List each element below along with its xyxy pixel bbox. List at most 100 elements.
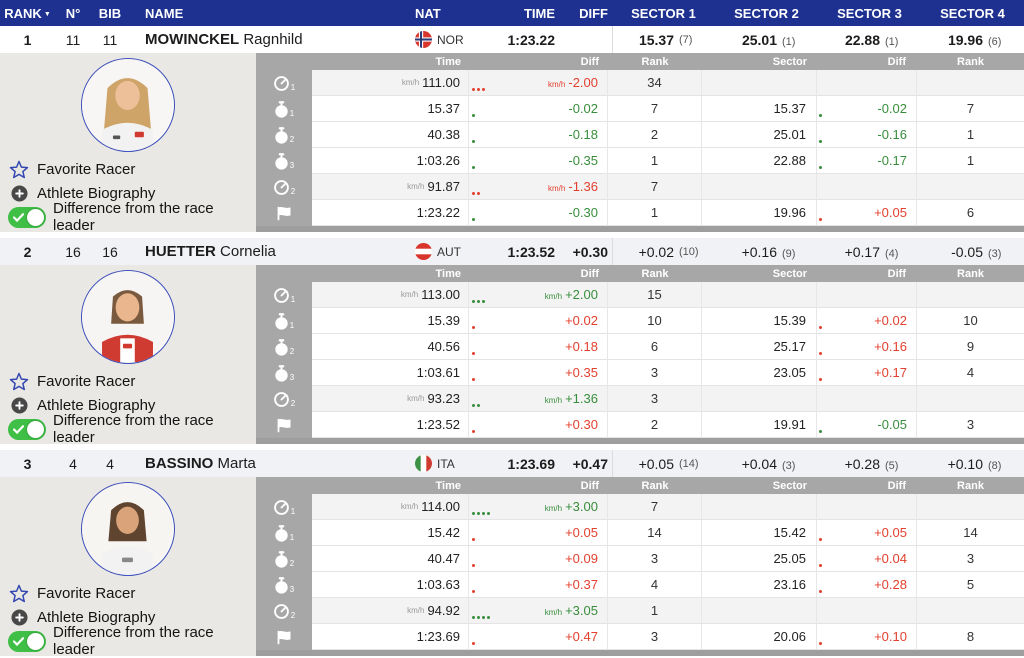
first-name: Marta <box>217 455 256 472</box>
header-diff[interactable]: DIFF <box>579 5 608 21</box>
panel-header-diff: Diff <box>580 55 599 68</box>
header-bib[interactable]: BIB <box>98 5 122 21</box>
diff-indicator-dots <box>469 590 495 597</box>
nationality: NOR <box>415 31 470 48</box>
athlete-biography-button[interactable]: Athlete Biography <box>0 605 256 629</box>
racer-summary-row[interactable]: 3 4 4 BASSINO Marta ITA 1:23.69 +0.47 +0… <box>0 450 1024 477</box>
icon-subscript: 1 <box>290 83 296 92</box>
sector-rank-cell: 1 <box>917 148 1024 174</box>
header-sector-4[interactable]: SECTOR 4 <box>940 5 1005 21</box>
time-value: 113.00 <box>421 287 460 302</box>
rank-cell: 2 <box>608 412 702 438</box>
header-sector-3[interactable]: SECTOR 3 <box>837 5 902 21</box>
sector-diff-cell: -0.17 <box>817 148 917 174</box>
favorite-racer-button[interactable]: Favorite Racer <box>0 581 256 605</box>
sector-diff-cell: +0.17 <box>817 360 917 386</box>
stopwatch-icon: 3 <box>256 360 312 386</box>
sector-rank-cell: 10 <box>917 308 1024 334</box>
icon-subscript: 2 <box>290 399 296 408</box>
difference-toggle-row[interactable]: Difference from the race leader <box>0 412 256 446</box>
header-sector-1[interactable]: SECTOR 1 <box>631 5 696 21</box>
difference-toggle-row[interactable]: Difference from the race leader <box>0 624 256 658</box>
difference-toggle-row[interactable]: Difference from the race leader <box>0 200 256 234</box>
diff-cell: +0.35 <box>469 360 608 386</box>
toggle-on-icon[interactable] <box>8 630 46 652</box>
athlete-photo <box>81 482 175 576</box>
diff-indicator-dots <box>817 91 833 95</box>
last-name: HUETTER <box>145 243 216 260</box>
header-no[interactable]: N° <box>65 5 81 21</box>
favorite-racer-button[interactable]: Favorite Racer <box>0 369 256 393</box>
no-value: 16 <box>65 243 81 260</box>
sector-cell: 25.17 <box>702 334 817 360</box>
diff-indicator-dots <box>817 538 833 545</box>
diff-indicator-dots <box>817 114 833 121</box>
diff-value: km/h -1.36 <box>548 179 598 194</box>
time-cell: 15.39 <box>312 308 469 334</box>
racer-name: MOWINCKEL Ragnhild <box>129 31 415 48</box>
icon-subscript: 2 <box>289 559 295 568</box>
sector-diff-value: +0.17 <box>874 365 907 380</box>
icon-subscript: 1 <box>290 295 296 304</box>
header-name[interactable]: NAME <box>145 5 184 21</box>
split-details-panel: Time Diff Rank Sector Diff Rank 1 km/h 11… <box>256 53 1024 232</box>
icon-subscript: 2 <box>290 611 296 620</box>
header-time[interactable]: TIME <box>523 5 555 21</box>
time-cell: km/h 91.87 <box>312 174 469 200</box>
time-value: 111.00 <box>422 75 460 90</box>
time-cell: 1:23.69 <box>312 624 469 650</box>
unit-label: km/h <box>401 78 420 87</box>
rank-cell: 1 <box>608 148 702 174</box>
time-value: 15.42 <box>427 525 460 540</box>
diff-indicator-dots <box>817 642 833 649</box>
sector-cell <box>702 494 817 520</box>
stopwatch-icon: 2 <box>256 546 312 572</box>
favorite-racer-button[interactable]: Favorite Racer <box>0 157 256 181</box>
diff-cell: +0.18 <box>469 334 608 360</box>
sector-rank: (1) <box>782 35 796 48</box>
bib-value: 4 <box>106 455 114 472</box>
icon-subscript: 3 <box>289 585 295 594</box>
detail-row-speed-2: 2 km/h 94.92 km/h +3.05 1 <box>256 598 1024 624</box>
diff-indicator-dots <box>817 352 833 359</box>
athlete-biography-label: Athlete Biography <box>37 396 156 414</box>
diff-indicator-dots <box>817 564 833 571</box>
time-value: 15.39 <box>427 313 460 328</box>
time-cell: km/h 111.00 <box>312 70 469 96</box>
stopwatch-icon: 3 <box>256 572 312 598</box>
diff-indicator-dots <box>469 404 495 411</box>
athlete-sidebar: Favorite Racer Athlete Biography Differe… <box>0 265 256 446</box>
panel-header-diff: Diff <box>580 479 599 492</box>
sector-diff-value: +0.16 <box>874 339 907 354</box>
rank-cell: 3 <box>608 546 702 572</box>
sector-2-cell: +0.04 (3) <box>715 456 818 472</box>
racer-summary-row[interactable]: 2 16 16 HUETTER Cornelia AUT 1:23.52 +0.… <box>0 238 1024 265</box>
racer-summary-row[interactable]: 1 11 11 MOWINCKEL Ragnhild NOR 1:23.22 1… <box>0 26 1024 53</box>
nationality: AUT <box>415 243 470 260</box>
total-time: 1:23.69 <box>507 455 555 472</box>
header-rank-label: RANK <box>4 5 42 21</box>
sector-rank-cell: 1 <box>917 122 1024 148</box>
header-rank[interactable]: RANK ▼ <box>0 6 55 21</box>
plus-icon <box>8 396 30 414</box>
diff-value: -0.30 <box>568 205 598 220</box>
favorite-racer-label: Favorite Racer <box>37 372 136 390</box>
time-value: 93.23 <box>427 391 460 406</box>
header-sector-2[interactable]: SECTOR 2 <box>734 5 799 21</box>
athlete-biography-button[interactable]: Athlete Biography <box>0 393 256 417</box>
athlete-biography-button[interactable]: Athlete Biography <box>0 181 256 205</box>
sector-diff-cell: +0.05 <box>817 200 917 226</box>
sector-rank-cell: 9 <box>917 334 1024 360</box>
header-nat[interactable]: NAT <box>415 5 441 21</box>
time-value: 1:23.69 <box>416 629 460 644</box>
toggle-on-icon[interactable] <box>8 206 46 228</box>
panel-header-diff2: Diff <box>887 267 906 280</box>
toggle-knob <box>27 208 44 226</box>
toggle-on-icon[interactable] <box>8 418 46 440</box>
sector-cell <box>702 598 817 624</box>
sector-diff-cell: -0.16 <box>817 122 917 148</box>
detail-row-finish: 1:23.22 -0.30 1 19.96 +0.05 6 <box>256 200 1024 226</box>
diff-indicator-dots <box>469 300 495 307</box>
diff-indicator-dots <box>817 619 833 623</box>
diff-cell: +0.37 <box>469 572 608 598</box>
